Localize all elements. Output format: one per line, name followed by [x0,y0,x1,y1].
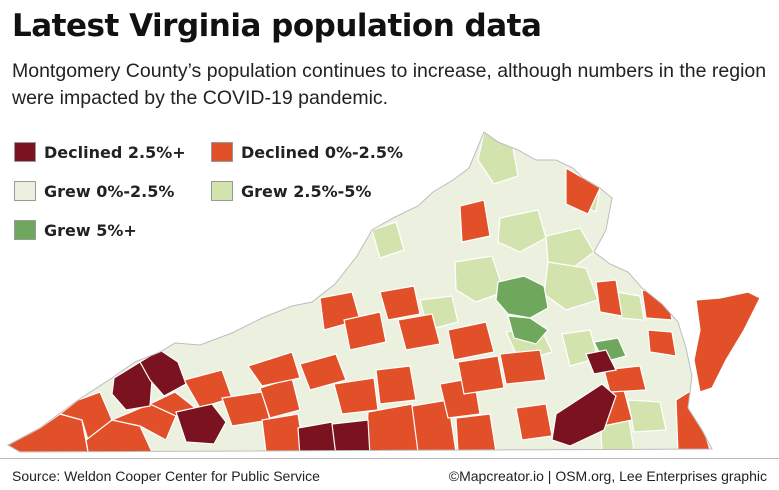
legend-label: Grew 2.5%-5% [241,181,372,201]
footer: Source: Weldon Cooper Center for Public … [0,458,779,490]
legend-swatch [211,181,233,201]
legend-item-grew-5-plus: Grew 5%+ [14,220,137,240]
legend-item-grew-0-2-5: Grew 0%-2.5% [14,181,174,201]
legend-label: Declined 2.5%+ [44,142,186,162]
legend-item-declined-0-2-5: Declined 0%-2.5% [211,142,403,162]
virginia-county-map [6,131,761,453]
legend-swatch [211,142,233,162]
page-subtitle: Montgomery County’s population continues… [12,60,767,109]
state-outline [6,131,713,453]
legend-item-declined-2-5-plus: Declined 2.5%+ [14,142,186,162]
eastern-shore [693,291,761,393]
legend: Declined 2.5%+ Declined 0%-2.5% Grew 0%-… [14,142,414,252]
legend-label: Grew 0%-2.5% [44,181,175,201]
legend-item-grew-2-5-5: Grew 2.5%-5% [211,181,371,201]
legend-swatch [14,181,36,201]
legend-swatch [14,220,36,240]
legend-label: Declined 0%-2.5% [241,142,404,162]
credit-note: ©Mapcreator.io | OSM.org, Lee Enterprise… [448,468,767,484]
legend-swatch [14,142,36,162]
legend-label: Grew 5%+ [44,220,137,240]
source-note: Source: Weldon Cooper Center for Public … [12,468,320,484]
page-title: Latest Virginia population data [12,8,542,44]
